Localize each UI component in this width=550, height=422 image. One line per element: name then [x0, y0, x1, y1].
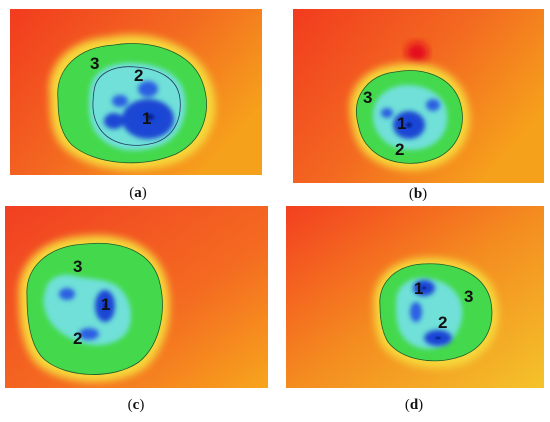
zone-label-1: 1: [397, 114, 406, 133]
zone-label-3: 3: [363, 88, 372, 107]
zone-label-2: 2: [395, 140, 404, 159]
caption-letter-c: c: [132, 397, 140, 413]
zone-label-2: 2: [438, 313, 447, 332]
caption-letter-a: a: [134, 185, 142, 201]
thermal-image-b: 1 2 3: [293, 9, 544, 183]
caption-letter-d: d: [409, 397, 419, 413]
zone-label-3: 3: [90, 54, 99, 73]
thermal-image-c: 1 2 3: [5, 206, 268, 388]
caption-c: (c): [127, 397, 145, 413]
zone-label-3: 3: [464, 287, 473, 306]
zone-label-1: 1: [414, 279, 423, 298]
zone-label-2: 2: [73, 329, 82, 348]
caption-d: (d): [404, 397, 424, 413]
thermal-image-d: 1 2 3: [286, 206, 544, 388]
zone-label-1: 1: [142, 109, 151, 128]
caption-b: (b): [408, 186, 428, 202]
thermal-panel-b: 1 2 3: [293, 9, 544, 183]
thermal-panel-c: 1 2 3: [5, 206, 268, 388]
zone-label-3: 3: [73, 257, 82, 276]
thermal-image-a: 1 2 3: [10, 9, 262, 175]
zone-label-2: 2: [134, 66, 143, 85]
thermal-panel-d: 1 2 3: [286, 206, 544, 388]
thermal-panel-a: 1 2 3: [10, 9, 262, 175]
zone-label-1: 1: [101, 295, 110, 314]
caption-a: (a): [129, 185, 147, 201]
zone-2-region: [92, 66, 181, 146]
caption-letter-b: b: [413, 186, 423, 202]
